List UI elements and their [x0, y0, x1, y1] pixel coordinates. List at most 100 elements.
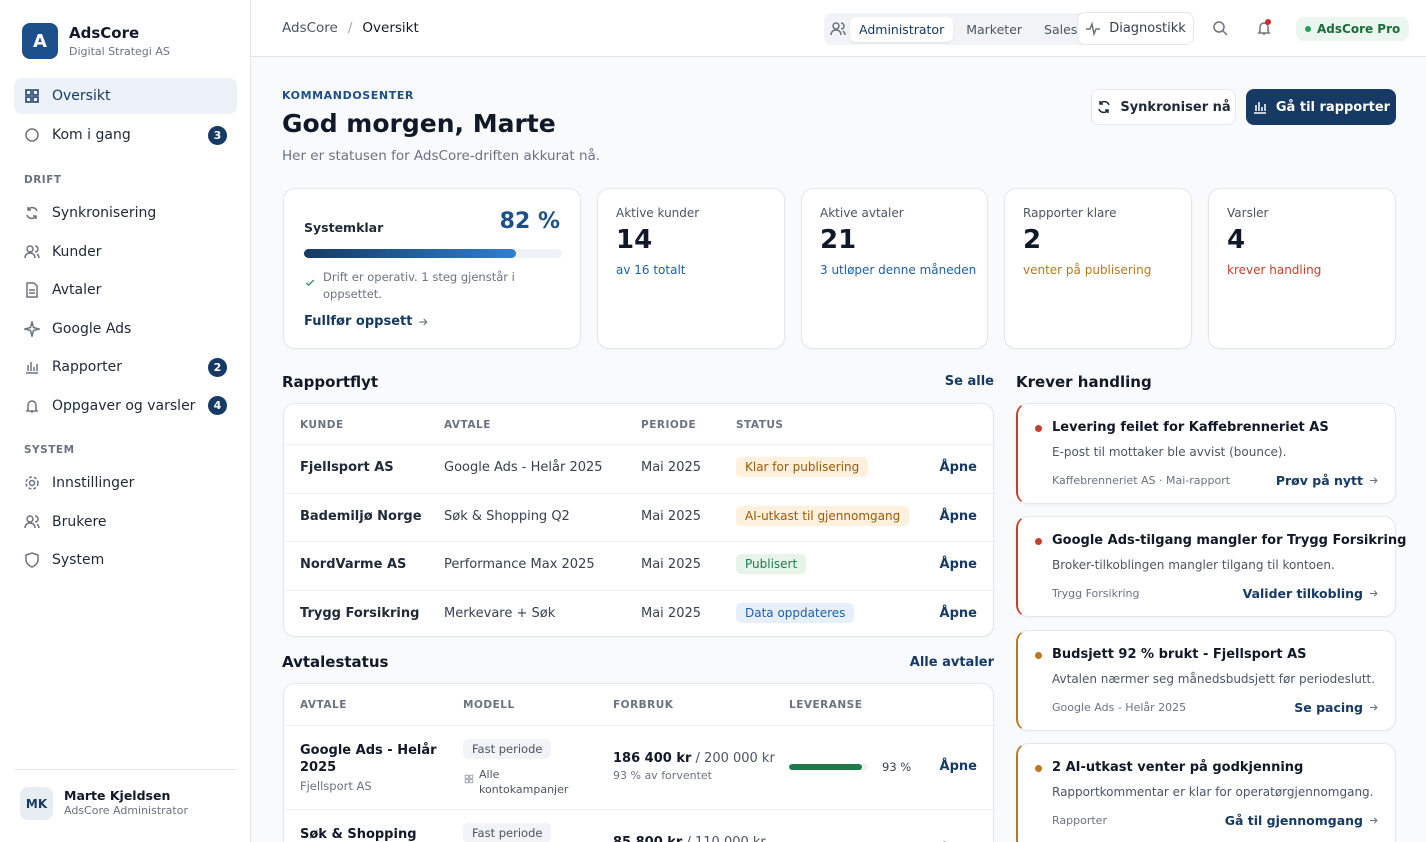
customer: Bademiljø Norge: [300, 508, 422, 524]
customer: Fjellsport AS: [300, 779, 372, 793]
section-link[interactable]: Se alle: [944, 374, 994, 389]
model-pill: Fast periode: [463, 739, 552, 759]
label: Diagnostikk: [1109, 21, 1186, 36]
nav-item[interactable]: Kom i gang 3: [14, 117, 237, 153]
system-link[interactable]: Fullfør oppsett: [304, 314, 429, 329]
icon-part: [25, 552, 39, 568]
nav-item[interactable]: Synkronisering: [14, 195, 237, 231]
row-action[interactable]: Åpne: [939, 557, 977, 572]
action-link[interactable]: Prøv på nytt: [1276, 473, 1379, 488]
icon-part: [1370, 590, 1378, 597]
action-link[interactable]: Valider tilkobling: [1243, 586, 1379, 601]
budget: / 200 000 kr: [695, 751, 775, 766]
nav-item[interactable]: Rapporter 2: [14, 349, 237, 385]
notification-dot: [1265, 19, 1271, 25]
period: Mai 2025: [641, 605, 702, 621]
section-link[interactable]: Alle avtaler: [909, 655, 994, 670]
period: Mai 2025: [641, 460, 702, 475]
sync-button[interactable]: Synkroniser nå: [1091, 89, 1236, 125]
icon: [1370, 704, 1378, 711]
nav-item[interactable]: Innstillinger: [14, 465, 237, 501]
spend: 186 400 kr / 200 000 kr: [613, 751, 775, 766]
nav-item[interactable]: Avtaler: [14, 272, 237, 308]
action-link[interactable]: Se pacing: [1294, 700, 1379, 715]
column-header: MODELL: [463, 699, 515, 711]
icon-part: [830, 22, 846, 36]
role-tab[interactable]: Administrator: [850, 16, 954, 42]
section-title: Rapportflyt: [282, 373, 379, 391]
column-header: PERIODE: [641, 419, 697, 431]
nav-item[interactable]: Google Ads: [14, 311, 237, 347]
notifications-button[interactable]: [1256, 19, 1272, 40]
kpi-value: 4: [1227, 225, 1246, 255]
kpi-label: Rapporter klare: [1023, 206, 1117, 220]
icon-part: [464, 774, 469, 779]
delivery-track: [789, 764, 868, 770]
brand-subtitle: Digital Strategi AS: [69, 45, 170, 58]
nav-label: Kom i gang: [52, 127, 131, 143]
nav-label: Innstillinger: [52, 475, 135, 491]
divider: [14, 769, 237, 770]
model-pill: Fast periode: [463, 823, 552, 842]
kpi-label: Varsler: [1227, 206, 1269, 220]
row-action[interactable]: Åpne: [939, 759, 977, 774]
breadcrumb-item[interactable]: AdsCore: [282, 20, 338, 36]
icon-part: [24, 514, 40, 528]
action-meta: Google Ads - Helår 2025: [1052, 701, 1187, 714]
nav-item[interactable]: Brukere: [14, 504, 237, 540]
icon-part: [24, 244, 40, 258]
delivery-label: 93 %: [882, 760, 912, 774]
search-button[interactable]: [1212, 20, 1228, 40]
nav-badge: 2: [208, 357, 227, 377]
user-role: AdsCore Administrator: [64, 804, 188, 817]
progress-fill: [304, 249, 516, 258]
icon-part: [25, 399, 39, 413]
row-divider: [284, 492, 993, 494]
column-header: AVTALE: [444, 419, 491, 431]
icon-part: [25, 128, 39, 142]
label: Gå til gjennomgang: [1224, 813, 1363, 828]
system-value: 82 %: [499, 209, 560, 234]
nav-item[interactable]: Oppgaver og varsler 4: [14, 388, 237, 424]
icon: [1370, 590, 1378, 597]
action-link[interactable]: Gå til gjennomgang: [1225, 813, 1379, 828]
nav-badge: 4: [208, 396, 227, 415]
label: Gå til rapporter: [1275, 99, 1391, 115]
icon-part: [26, 362, 38, 374]
row-action[interactable]: Åpne: [939, 460, 977, 475]
action-desc: Avtalen nærmer seg månedsbudsjett før pe…: [1052, 672, 1376, 686]
icon-part: [469, 779, 474, 784]
deal: Merkevare + Søk: [444, 605, 556, 621]
avatar: MK: [20, 787, 53, 820]
action-meta: Kaffebrenneriet AS · Mai-rapport: [1052, 474, 1231, 487]
nav-item[interactable]: Kunder: [14, 234, 237, 270]
icon-part: [32, 96, 39, 103]
delivery-fill: [789, 764, 863, 770]
row-action[interactable]: Åpne: [939, 605, 977, 621]
status-pill: Data oppdateres: [736, 602, 855, 623]
role-tab[interactable]: Sales: [1044, 21, 1078, 37]
section-title: Avtalestatus: [282, 653, 389, 671]
icon: [24, 320, 40, 337]
nav-label: Rapporter: [52, 359, 122, 375]
nav-item[interactable]: System: [14, 542, 237, 578]
status-pill: AI-utkast til gjennomgang: [736, 505, 910, 526]
icon: [305, 279, 315, 287]
nav-item[interactable]: Oversikt: [14, 78, 237, 114]
row-divider: [284, 809, 993, 810]
breadcrumb-current: Oversikt: [362, 20, 419, 36]
action-meta: Trygg Forsikring: [1052, 587, 1140, 600]
row-action[interactable]: Åpne: [939, 508, 977, 524]
tone-dot: [1035, 538, 1042, 545]
reports-button[interactable]: Gå til rapporter: [1246, 89, 1396, 125]
label: Fullfør oppsett: [304, 314, 413, 329]
action-title: Levering feilet for Kaffebrenneriet AS: [1052, 420, 1329, 435]
icon-part: [469, 774, 474, 779]
action-desc: E-post til mottaker ble avvist (bounce).: [1052, 445, 1287, 459]
diagnostics-button[interactable]: Diagnostikk: [1077, 12, 1194, 45]
deal: Performance Max 2025: [444, 557, 595, 572]
tone-dot: [1035, 652, 1042, 659]
icon-part: [25, 476, 39, 490]
role-tab[interactable]: Marketer: [966, 21, 1023, 37]
deal: Google Ads - Helår 2025: [444, 460, 603, 475]
